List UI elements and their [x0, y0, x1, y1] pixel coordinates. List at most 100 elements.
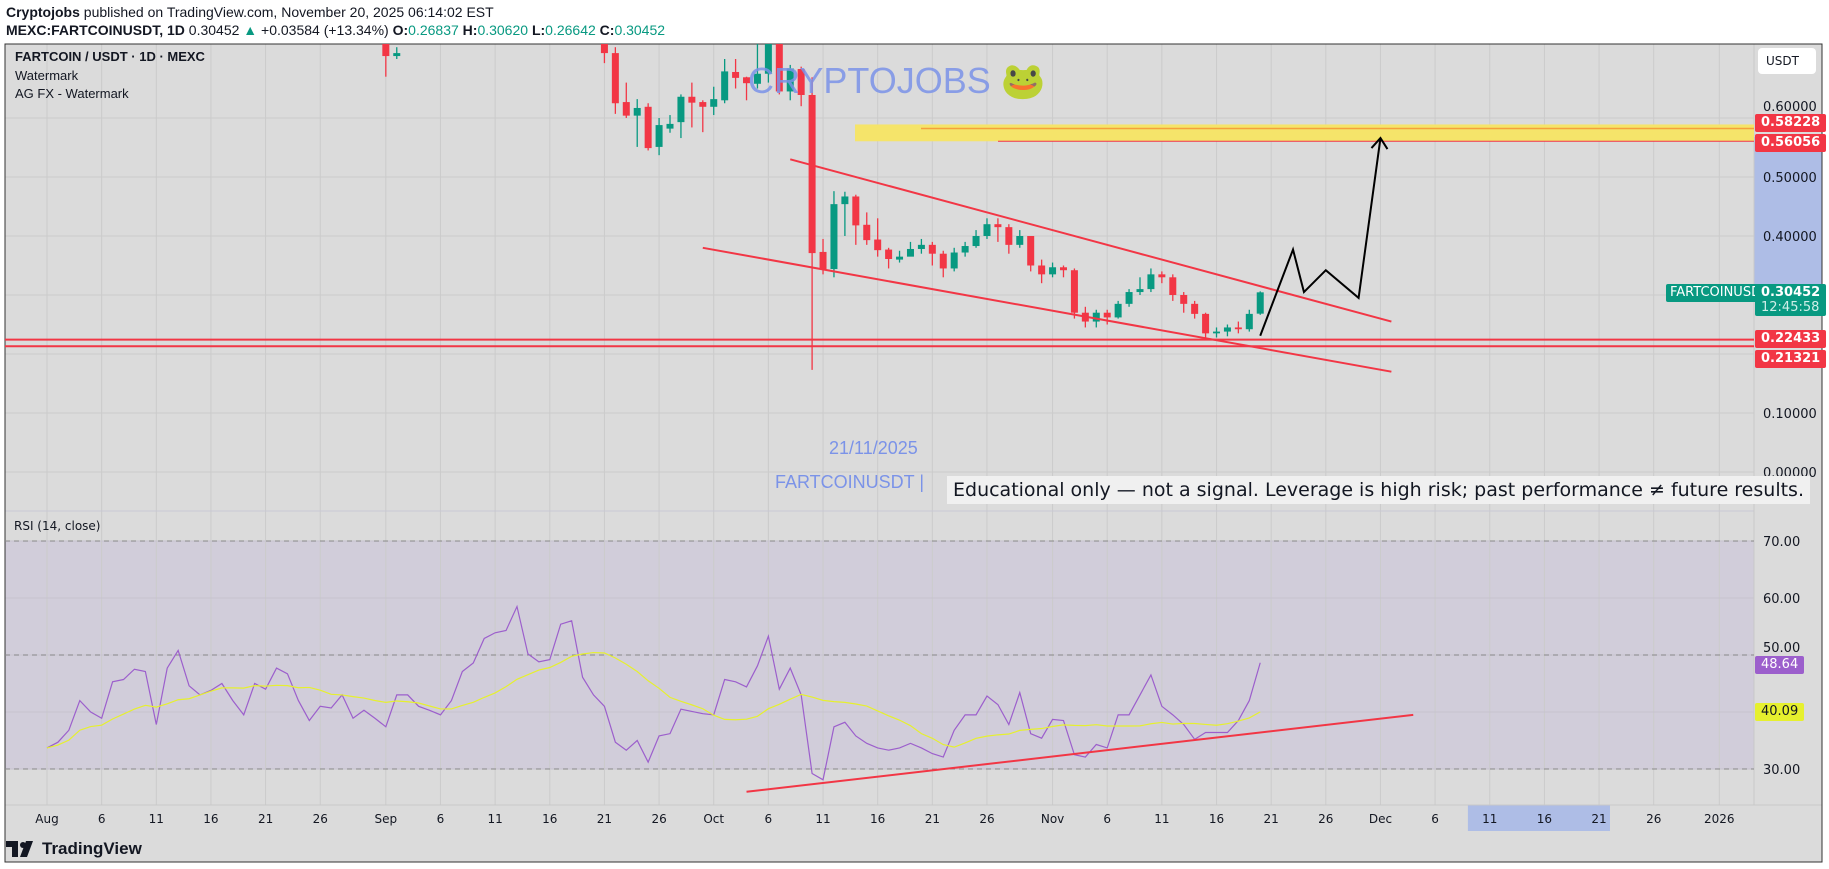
- date-tick-label: 21: [597, 812, 612, 826]
- price-tick-label: 0.50000: [1763, 171, 1817, 186]
- rsi-tick-label: 70.00: [1763, 535, 1800, 550]
- zone-top-label: 0.58228: [1755, 114, 1827, 132]
- author[interactable]: Cryptojobs: [6, 4, 80, 20]
- candle: [994, 218, 1002, 242]
- candle-body: [797, 69, 805, 95]
- candle: [688, 82, 696, 128]
- candle-body: [983, 224, 991, 236]
- candle-body: [1213, 331, 1221, 334]
- candle-body: [677, 96, 685, 123]
- current-symbol-label: FARTCOINUSDT: [1666, 284, 1774, 302]
- candle: [655, 118, 663, 156]
- candle-body: [808, 94, 816, 254]
- candle-body: [764, 44, 772, 74]
- price-tick-label: 0.60000: [1763, 100, 1817, 115]
- candle: [972, 230, 980, 248]
- candle: [852, 194, 860, 245]
- tradingview-logo[interactable]: TradingView: [6, 839, 142, 859]
- candle-body: [819, 251, 827, 270]
- date-tick-label: Aug: [35, 812, 58, 826]
- candle-body: [841, 196, 849, 205]
- candle-body: [1180, 295, 1188, 304]
- date-tick-label: 16: [1537, 812, 1552, 826]
- candle-body: [1103, 312, 1111, 318]
- close-label: C:: [599, 22, 615, 38]
- candle-body: [775, 44, 783, 92]
- date-tick-label: 2026: [1704, 812, 1735, 826]
- candle: [1070, 268, 1078, 319]
- rsi-title[interactable]: RSI (14, close): [14, 519, 101, 533]
- candle: [600, 44, 608, 64]
- candle: [1049, 262, 1057, 278]
- candle-body: [939, 253, 947, 269]
- candle: [1027, 236, 1035, 272]
- currency-button[interactable]: USDT: [1758, 48, 1816, 74]
- candle: [1125, 289, 1133, 307]
- low-value: 0.26642: [545, 22, 596, 38]
- candle: [1114, 300, 1122, 319]
- candle: [721, 59, 729, 104]
- legend-watermark[interactable]: Watermark: [15, 68, 79, 83]
- symbol-info: MEXC:FARTCOINUSDT, 1D 0.30452 ▲ +0.03584…: [6, 22, 665, 38]
- date-tick-label: Oct: [703, 812, 724, 826]
- current-price-label: 0.30452 12:45:58: [1755, 284, 1827, 316]
- candle-body: [666, 123, 674, 129]
- candle: [1158, 271, 1166, 284]
- candle-body: [393, 53, 401, 57]
- candle-body: [688, 96, 696, 103]
- legend-title[interactable]: FARTCOIN / USDT · 1D · MEXC: [15, 49, 205, 64]
- candle-body: [1136, 289, 1144, 293]
- candle-body: [1027, 236, 1035, 266]
- date-tick-label: 6: [437, 812, 445, 826]
- candle-body: [1070, 270, 1078, 313]
- candle-body: [1049, 267, 1057, 275]
- support-bottom-label: 0.21321: [1755, 350, 1827, 368]
- candle: [1005, 224, 1013, 254]
- last-price: 0.30452: [188, 22, 240, 38]
- candle: [863, 212, 871, 245]
- candle: [906, 241, 914, 257]
- candle: [917, 238, 925, 254]
- candle-body: [863, 224, 871, 241]
- symbol: MEXC:FARTCOINUSDT, 1D: [6, 22, 185, 38]
- candle: [644, 103, 652, 151]
- candle: [1191, 300, 1199, 319]
- candle-body: [1005, 227, 1013, 245]
- candle: [393, 47, 401, 59]
- candle-body: [732, 71, 740, 78]
- candle-body: [896, 256, 904, 260]
- channel-lower-line: [702, 246, 1392, 373]
- rsi-tick-label: 60.00: [1763, 592, 1800, 607]
- candle-body: [655, 125, 663, 147]
- date-tick-label: 16: [1209, 812, 1224, 826]
- candle: [1136, 277, 1144, 295]
- candle-body: [885, 249, 893, 260]
- date-tick-label: 26: [1646, 812, 1661, 826]
- legend-agfx[interactable]: AG FX - Watermark: [15, 86, 129, 101]
- zone-bottom-label: 0.56056: [1755, 134, 1827, 152]
- rsi-line: [46, 604, 1261, 781]
- candle: [753, 44, 761, 89]
- rsi-trendline: [746, 713, 1414, 793]
- candle: [1180, 292, 1188, 313]
- candle: [710, 86, 718, 116]
- candle-body: [1223, 327, 1231, 332]
- date-tick-label: 11: [487, 812, 502, 826]
- rsi-ma-label: 40.09: [1755, 703, 1805, 721]
- date-tick-label: 21: [258, 812, 273, 826]
- candle-body: [1169, 277, 1177, 295]
- candle: [797, 66, 805, 107]
- candle: [699, 100, 707, 133]
- current-price: 0.30452: [1761, 285, 1821, 300]
- candle: [677, 94, 685, 139]
- candle-body: [917, 244, 925, 249]
- axis-price-highlight: [1754, 137, 1822, 295]
- candle: [1245, 309, 1253, 332]
- candle: [874, 218, 882, 257]
- candle-body: [1191, 303, 1199, 314]
- candle-body: [906, 248, 914, 257]
- candle: [1016, 230, 1024, 248]
- candle: [1223, 324, 1231, 337]
- high-label: H:: [462, 22, 478, 38]
